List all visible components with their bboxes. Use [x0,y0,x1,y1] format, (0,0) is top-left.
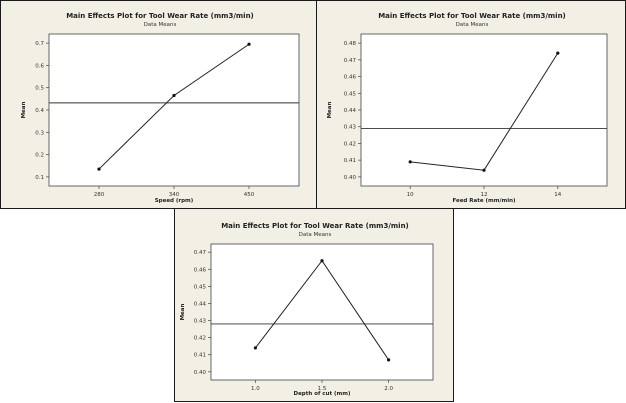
data-point [247,42,251,46]
chart-speed-svg: Main Effects Plot for Tool Wear Rate (mm… [21,12,300,204]
chart-title: Main Effects Plot for Tool Wear Rate (mm… [66,12,254,20]
chart-subtitle: Data Means [299,232,332,238]
chart-depth-of-cut-svg: Main Effects Plot for Tool Wear Rate (mm… [180,222,434,397]
data-point [408,160,412,164]
y-tick-label: 0.46 [194,267,207,273]
chart-title: Main Effects Plot for Tool Wear Rate (mm… [221,222,409,230]
chart-panel-feed-rate: Main Effects Plot for Tool Wear Rate (mm… [316,0,626,209]
y-axis-label: Mean [180,304,186,321]
y-tick-label: 0.41 [194,353,206,359]
y-tick-label: 0.43 [194,319,207,325]
x-axis-label: Feed Rate (mm/min) [452,198,516,204]
y-tick-label: 0.46 [344,75,357,81]
data-point [97,167,101,171]
y-tick-label: 0.48 [344,41,357,47]
y-tick-label: 0.4 [35,108,44,114]
y-tick-label: 0.45 [344,91,357,97]
y-tick-label: 0.47 [344,58,357,64]
data-point [387,358,391,362]
x-tick-label: 280 [94,192,105,198]
x-tick-label: 340 [169,192,180,198]
x-tick-label: 2.0 [384,386,393,392]
y-tick-label: 0.42 [194,336,206,342]
chart-panel-depth-of-cut: Main Effects Plot for Tool Wear Rate (mm… [174,208,454,402]
data-point [172,93,176,98]
y-tick-label: 0.47 [194,250,207,256]
y-tick-label: 0.1 [35,175,44,181]
plot-area [360,33,608,187]
chart-panel-speed: Main Effects Plot for Tool Wear Rate (mm… [0,0,318,209]
x-axis-label: Depth of cut (mm) [294,391,351,397]
x-tick-label: 14 [554,192,561,198]
chart-title: Main Effects Plot for Tool Wear Rate (mm… [378,12,566,20]
y-tick-label: 0.42 [344,141,356,147]
x-tick-label: 1.0 [251,386,260,392]
x-tick-label: 10 [407,192,414,198]
y-tick-label: 0.44 [194,301,207,307]
y-tick-label: 0.41 [344,158,356,164]
data-point [320,259,324,263]
data-point [482,168,486,172]
data-point [253,346,257,350]
data-point [556,51,560,55]
x-tick-label: 12 [481,192,488,198]
y-tick-label: 0.3 [35,130,44,136]
y-tick-label: 0.2 [35,153,44,159]
y-tick-label: 0.44 [344,108,357,114]
y-tick-label: 0.5 [35,86,44,92]
y-tick-label: 0.43 [344,125,357,131]
y-axis-label: Mean [327,102,333,119]
chart-subtitle: Data Means [144,22,177,28]
y-tick-label: 0.40 [344,175,357,181]
chart-subtitle: Data Means [456,22,489,28]
y-tick-label: 0.7 [35,41,44,47]
x-tick-label: 1.5 [318,386,327,392]
y-tick-label: 0.6 [35,63,44,69]
plot-area [210,243,434,381]
chart-feed-rate-svg: Main Effects Plot for Tool Wear Rate (mm… [327,12,608,204]
plot-area [48,33,300,187]
y-axis-label: Mean [21,102,27,119]
x-tick-label: 450 [244,192,255,198]
x-axis-label: Speed (rpm) [155,198,194,204]
y-tick-label: 0.45 [194,284,207,290]
y-tick-label: 0.40 [194,370,207,376]
